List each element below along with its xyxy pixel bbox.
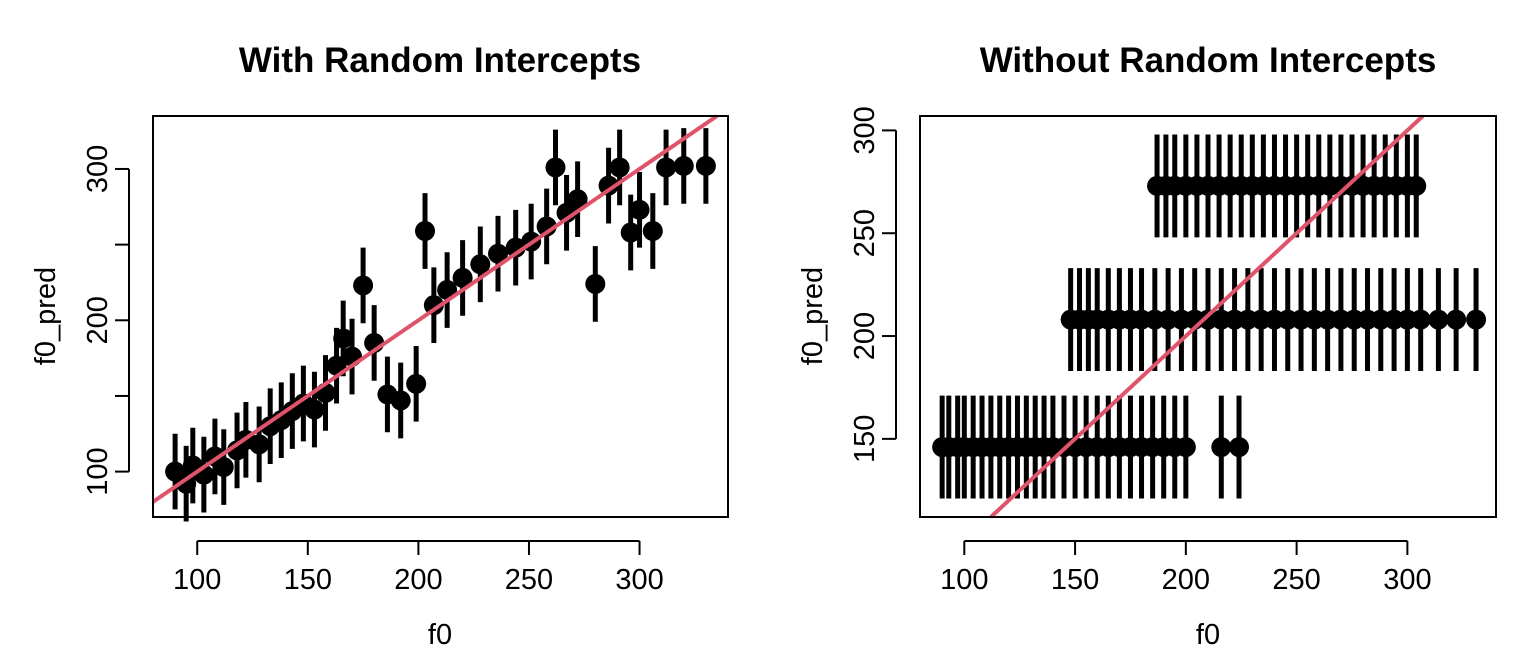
- data-marks: [932, 134, 1487, 499]
- y-tick-label: 150: [849, 415, 881, 463]
- x-tick-label: 200: [394, 564, 442, 596]
- data-point: [1410, 309, 1431, 330]
- x-tick-label: 250: [1272, 564, 1320, 596]
- plot-frame: [152, 115, 729, 518]
- y-tick-label: 300: [82, 145, 114, 193]
- data-point: [488, 243, 508, 264]
- data-point: [609, 157, 630, 178]
- data-point: [249, 434, 270, 455]
- axes: 100 150 200 250 300 150 200 250 300: [849, 106, 1432, 596]
- data-point: [695, 155, 716, 176]
- y-tick-label: 100: [82, 447, 114, 495]
- y-tick-label: 200: [849, 312, 881, 360]
- data-point: [406, 373, 427, 394]
- data-point: [423, 295, 444, 316]
- x-tick-label: 150: [284, 564, 332, 596]
- x-tick-label: 300: [1383, 564, 1431, 596]
- data-point: [567, 189, 588, 210]
- x-tick-label: 150: [1051, 564, 1099, 596]
- data-point: [1428, 309, 1449, 330]
- data-point: [213, 457, 234, 478]
- data-point: [1211, 437, 1232, 458]
- data-point: [1406, 175, 1427, 196]
- reference-line: [151, 114, 719, 504]
- data-point: [585, 273, 606, 294]
- data-point: [1466, 309, 1487, 330]
- x-tick-label: 300: [615, 564, 663, 596]
- data-point: [353, 275, 374, 296]
- plot-area: [153, 116, 728, 517]
- data-point: [470, 254, 491, 275]
- data-point: [673, 155, 694, 176]
- x-tick-label: 250: [505, 564, 553, 596]
- x-axis-label: f0: [428, 619, 452, 651]
- data-point: [390, 390, 411, 411]
- data-point: [415, 221, 436, 242]
- axes: 100 150 200 250 300 100 200 300: [82, 145, 664, 596]
- panel-without-random-intercepts: 100 150 200 250 300 150 200 250 300 Without Rand…: [797, 41, 1497, 651]
- y-axis-label: f0_pred: [30, 267, 62, 365]
- data-point: [1175, 437, 1196, 458]
- data-point: [598, 175, 619, 196]
- chart-title: Without Random Intercepts: [980, 41, 1437, 80]
- y-tick-label: 200: [82, 296, 114, 344]
- panel-with-random-intercepts: 100 150 200 250 300 100 200 300 With Random Int…: [30, 41, 729, 651]
- x-tick-label: 200: [1162, 564, 1210, 596]
- data-point: [452, 267, 473, 288]
- data-point: [620, 222, 641, 243]
- data-point: [1229, 437, 1250, 458]
- data-point: [333, 328, 354, 349]
- y-axis-label: f0_pred: [797, 267, 829, 365]
- chart-title: With Random Intercepts: [239, 41, 641, 80]
- data-point: [304, 399, 325, 420]
- data-point: [629, 199, 650, 220]
- x-tick-label: 100: [173, 564, 221, 596]
- plot-frame: [919, 115, 1497, 518]
- data-point: [1446, 309, 1467, 330]
- data-point: [642, 221, 663, 242]
- x-tick-label: 100: [940, 564, 988, 596]
- data-point: [545, 157, 566, 178]
- y-tick-label: 250: [849, 209, 881, 257]
- x-axis-label: f0: [1196, 619, 1220, 651]
- y-tick-label: 300: [849, 106, 881, 154]
- reference-line: [989, 114, 1425, 519]
- data-point: [656, 157, 677, 178]
